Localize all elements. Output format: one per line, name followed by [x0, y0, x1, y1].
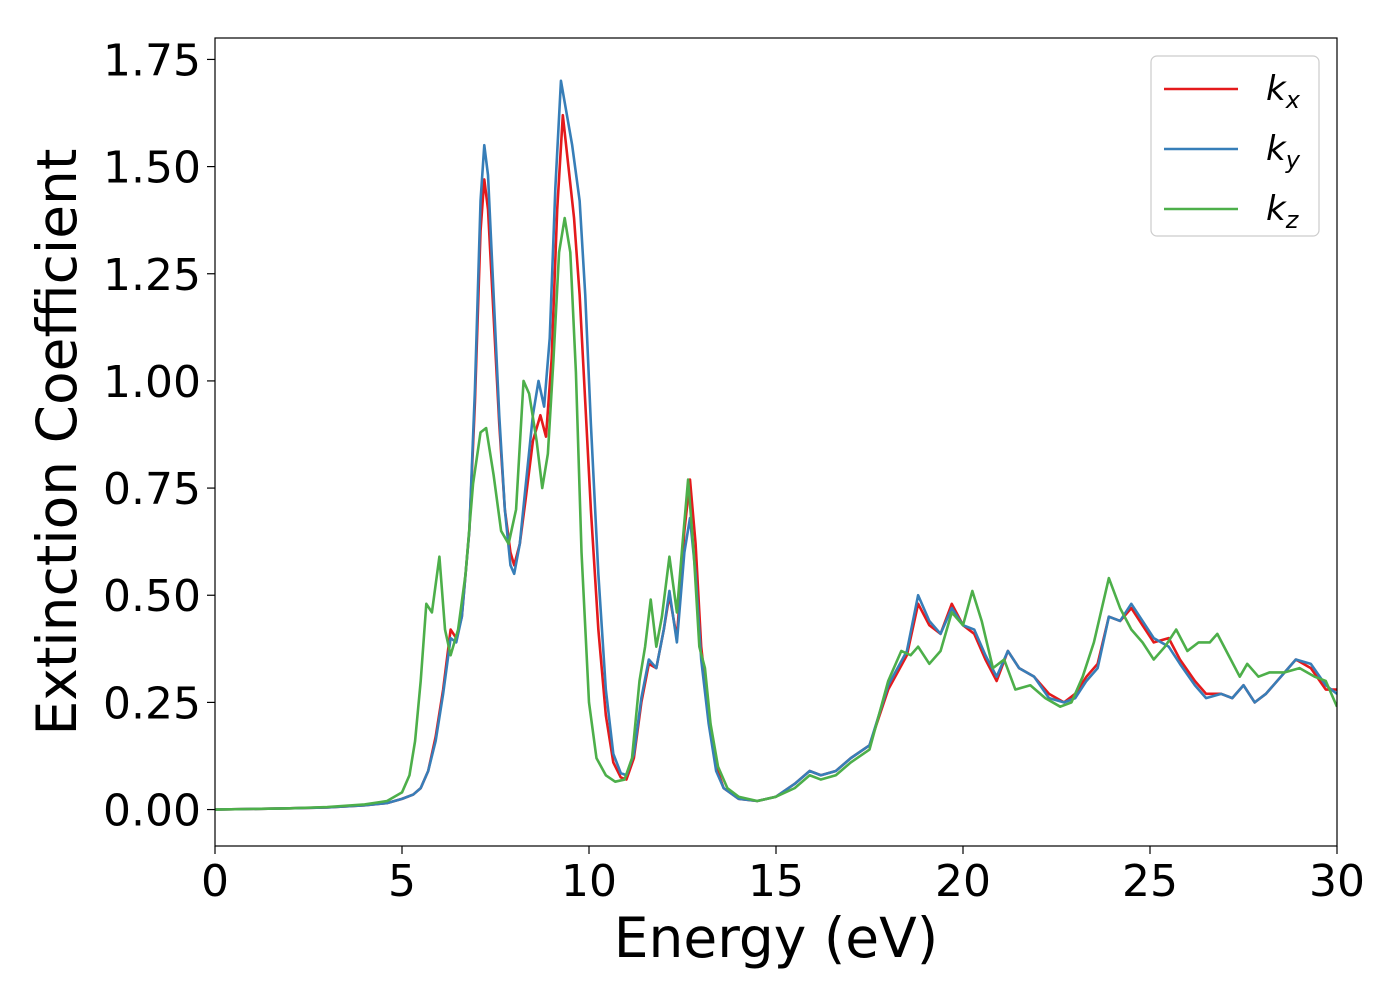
- y-tick-label: 1.25: [103, 250, 201, 301]
- x-tick-label: 0: [201, 856, 229, 907]
- legend-label: kx: [1266, 69, 1301, 114]
- y-tick-label: 1.75: [103, 35, 201, 86]
- x-axis-ticks: 0 5 10 15 20 25 30: [201, 846, 1365, 907]
- legend: kx ky kz: [1150, 55, 1320, 237]
- series-line-kz: [215, 216, 1337, 811]
- x-tick-label: 5: [388, 856, 416, 907]
- series-lines: [215, 79, 1337, 811]
- y-tick-label: 0.75: [103, 464, 201, 515]
- x-tick-label: 25: [1122, 856, 1178, 907]
- x-tick-label: 20: [935, 856, 991, 907]
- y-tick-label: 0.00: [103, 786, 201, 837]
- y-tick-label: 0.25: [103, 678, 201, 729]
- y-tick-label: 0.50: [103, 571, 201, 622]
- y-axis-title: Extinction Coefficient: [25, 149, 89, 736]
- x-tick-label: 30: [1309, 856, 1365, 907]
- x-axis-title: Energy (eV): [614, 906, 938, 970]
- x-tick-label: 10: [561, 856, 617, 907]
- y-tick-label: 1.50: [103, 143, 201, 194]
- y-tick-label: 1.00: [103, 357, 201, 408]
- x-tick-label: 15: [748, 856, 804, 907]
- legend-label: kz: [1266, 189, 1300, 234]
- legend-frame: [1150, 55, 1320, 237]
- legend-label: ky: [1266, 129, 1301, 174]
- y-axis-ticks: 0.00 0.25 0.50 0.75 1.00 1.25 1.50 1.75: [103, 35, 215, 837]
